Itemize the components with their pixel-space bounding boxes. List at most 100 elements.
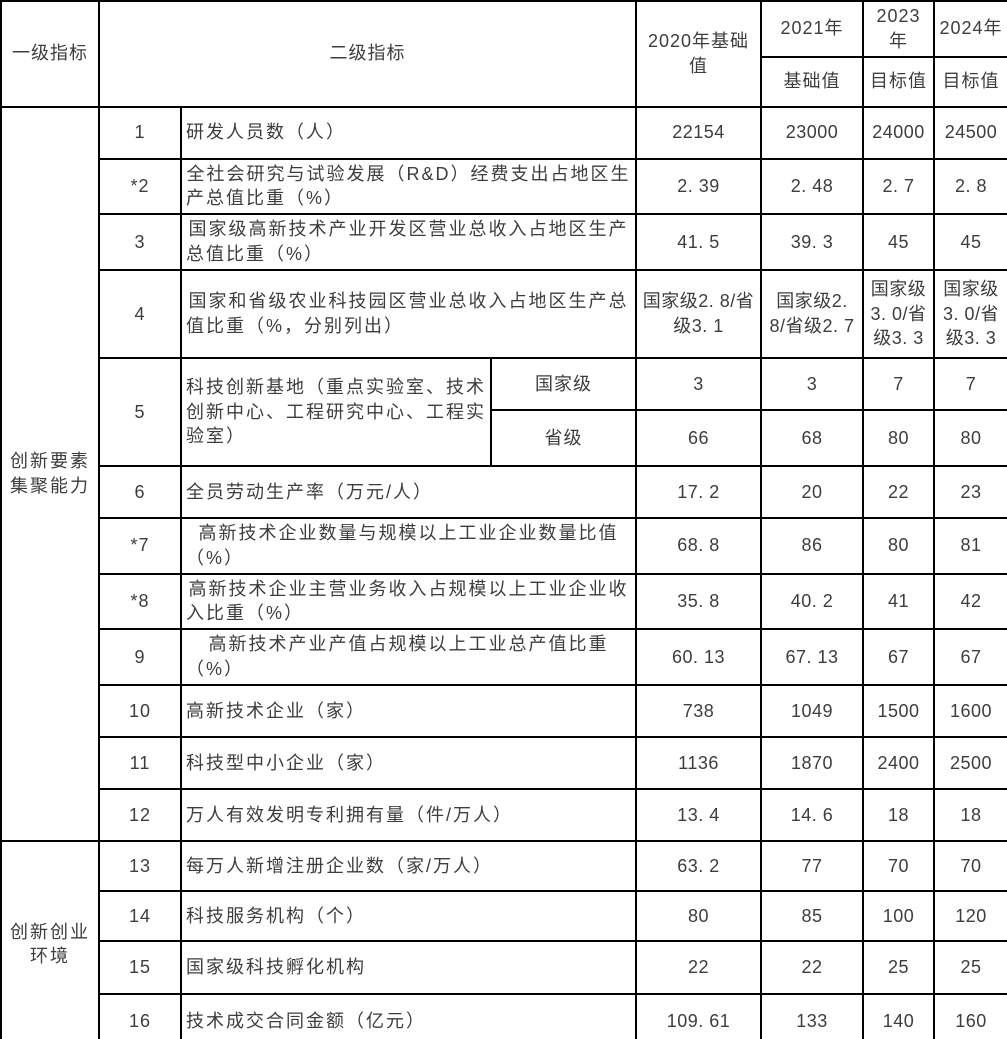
indicator-name: 国家级科技孵化机构 (179, 939, 638, 995)
indicator-name: 科技服务机构（个） (179, 889, 638, 942)
indicator-name: 高新技术企业主营业务收入占规模以上工业企业收入比重（%） (179, 572, 638, 631)
value-2020: 80 (635, 889, 763, 942)
value-2020: 738 (635, 683, 763, 738)
row-number: *7 (98, 516, 182, 575)
value-2023: 67 (862, 628, 936, 686)
header-2021-base-label: 基础值 (760, 55, 865, 108)
table-row: 创新创业环境 13 每万人新增注册企业数（家/万人） 63. 2 77 70 7… (0, 839, 1007, 1039)
header-2024-target-label: 目标值 (933, 55, 1007, 108)
level-label-provincial: 省级 (489, 408, 638, 467)
table-row: 14 科技服务机构（个） 80 85 100 120 (1, 889, 1007, 942)
section-label-entrepreneurship-environment: 创新创业环境 (0, 839, 100, 1039)
indicator-name: 科技创新基地（重点实验室、技术创新中心、工程研究中心、工程实验室） (180, 356, 492, 467)
value-2021: 85 (760, 889, 865, 942)
value-2020: 22 (635, 939, 763, 995)
table-row: *8 高新技术企业主营业务收入占规模以上工业企业收入比重（%） 35. 8 40… (1, 572, 1007, 631)
value-2024: 国家级3. 0/省级3. 3 (933, 268, 1007, 359)
value-2021: 22 (760, 939, 865, 995)
indicator-name: 全员劳动生产率（万元/人） (179, 464, 638, 519)
indicator-name: 万人有效发明专利拥有量（件/万人） (179, 787, 638, 842)
value-2021: 39. 3 (760, 213, 865, 271)
value-2021: 68 (760, 408, 865, 467)
value-2024: 18 (933, 787, 1007, 842)
row-number: 11 (98, 735, 182, 790)
table-row: 11 科技型中小企业（家） 1136 1870 2400 2500 (1, 735, 1007, 790)
value-2021: 国家级2. 8/省级2. 7 (760, 268, 865, 359)
value-2020: 63. 2 (635, 839, 763, 892)
value-2024: 24500 (933, 105, 1007, 160)
value-2020: 1136 (635, 735, 763, 790)
row-number: 10 (98, 683, 182, 738)
row-number: 4 (98, 268, 182, 359)
value-2023: 国家级3. 0/省级3. 3 (862, 268, 936, 359)
indicator-name: 技术成交合同金额（亿元） (179, 992, 638, 1039)
value-2020: 60. 13 (635, 628, 763, 686)
row-number: 1 (98, 105, 182, 160)
row-number: 12 (98, 787, 182, 842)
value-2023: 80 (862, 408, 936, 467)
value-2020: 国家级2. 8/省级3. 1 (635, 268, 763, 359)
value-2024: 7 (933, 356, 1007, 411)
indicator-name: 高新技术产业产值占规模以上工业总产值比重（%） (179, 628, 638, 686)
value-2023: 70 (862, 839, 936, 892)
value-2021: 133 (760, 992, 865, 1039)
value-2024: 1600 (933, 683, 1007, 738)
value-2021: 67. 13 (760, 628, 865, 686)
header-2024-year: 2024年 (933, 0, 1007, 58)
value-2021: 2. 48 (760, 157, 865, 216)
value-2023: 80 (862, 516, 936, 575)
indicator-name: 研发人员数（人） (179, 105, 638, 160)
value-2024: 42 (933, 572, 1007, 631)
indicator-name: 高新技术企业数量与规模以上工业企业数量比值（%） (179, 516, 638, 575)
value-2023: 24000 (862, 105, 936, 160)
value-2020: 3 (635, 356, 763, 411)
level-label-national: 国家级 (489, 356, 638, 411)
table-row: 4 国家和省级农业科技园区营业总收入占地区生产总值比重（%，分别列出） 国家级2… (1, 268, 1007, 359)
value-2020: 66 (635, 408, 763, 467)
value-2021: 1049 (760, 683, 865, 738)
value-2020: 35. 8 (635, 572, 763, 631)
header-2020-base: 2020年基础值 (635, 0, 763, 108)
row-number: 13 (98, 839, 182, 892)
value-2020: 68. 8 (635, 516, 763, 575)
value-2021: 3 (760, 356, 865, 411)
table-row: 创新要素集聚能力 1 研发人员数（人） 22154 23000 24000 24… (0, 105, 1007, 842)
indicator-name: 科技型中小企业（家） (179, 735, 638, 790)
value-2024: 25 (933, 939, 1007, 995)
indicator-name: 全社会研究与试验发展（R&D）经费支出占地区生产总值比重（%） (179, 157, 638, 216)
indicator-name: 国家和省级农业科技园区营业总收入占地区生产总值比重（%，分别列出） (179, 268, 638, 359)
table-row: *7 高新技术企业数量与规模以上工业企业数量比值（%） 68. 8 86 80 … (1, 516, 1007, 575)
value-2023: 2. 7 (862, 157, 936, 216)
row-number: 14 (98, 889, 182, 942)
value-2024: 23 (933, 464, 1007, 519)
value-2021: 86 (760, 516, 865, 575)
row-number: *2 (98, 157, 182, 216)
row-number: *8 (98, 572, 182, 631)
value-2020: 22154 (635, 105, 763, 160)
value-2021: 77 (760, 839, 865, 892)
value-2020: 13. 4 (635, 787, 763, 842)
row-number: 6 (98, 464, 182, 519)
value-2024: 2500 (933, 735, 1007, 790)
value-2021: 20 (760, 464, 865, 519)
value-2021: 1870 (760, 735, 865, 790)
indicator-name: 每万人新增注册企业数（家/万人） (179, 839, 638, 892)
value-2021: 40. 2 (760, 572, 865, 631)
header-level1-indicator: 一级指标 (0, 0, 100, 108)
value-2023: 41 (862, 572, 936, 631)
value-2020: 2. 39 (635, 157, 763, 216)
value-2023: 45 (862, 213, 936, 271)
row-number: 9 (98, 628, 182, 686)
indicator-name: 国家级高新技术产业开发区营业总收入占地区生产总值比重（%） (179, 213, 638, 271)
value-2024: 70 (933, 839, 1007, 892)
value-2021: 23000 (760, 105, 865, 160)
table-row: 16 技术成交合同金额（亿元） 109. 61 133 140 160 (1, 992, 1007, 1039)
value-2024: 120 (933, 889, 1007, 942)
value-2024: 160 (933, 992, 1007, 1039)
value-2020: 17. 2 (635, 464, 763, 519)
value-2023: 7 (862, 356, 936, 411)
table-row: 省级 66 68 80 80 (1, 408, 1007, 467)
table-row: 9 高新技术产业产值占规模以上工业总产值比重（%） 60. 13 67. 13 … (1, 628, 1007, 686)
